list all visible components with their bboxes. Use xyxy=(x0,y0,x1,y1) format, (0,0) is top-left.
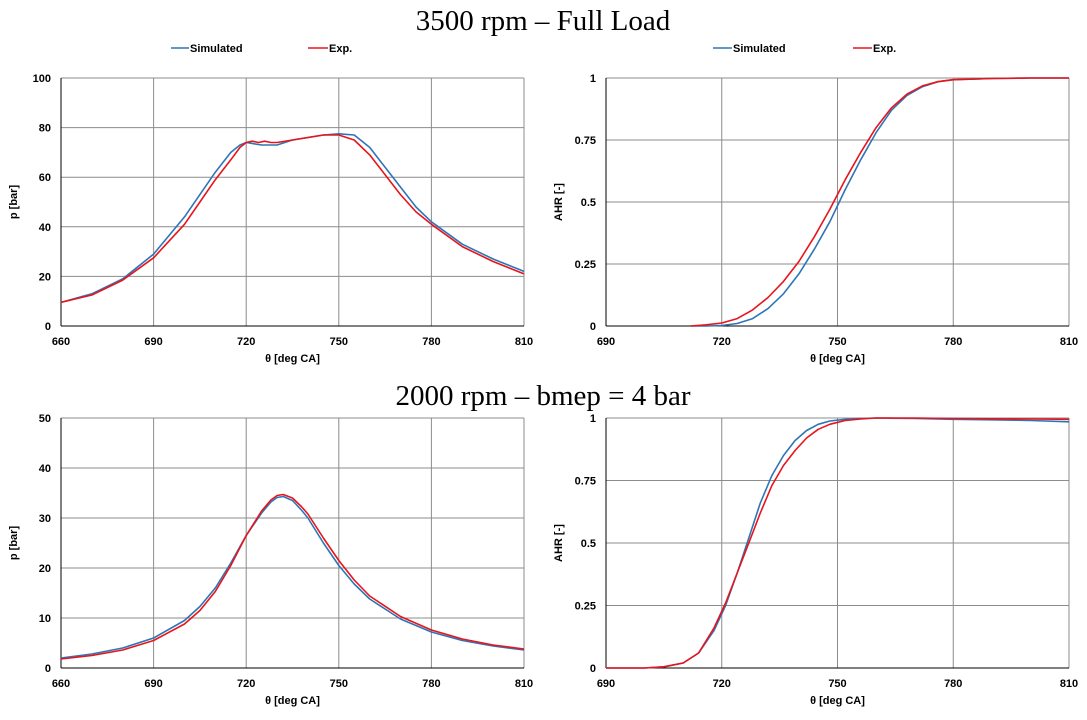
y-tick-label: 0 xyxy=(45,321,51,333)
x-tick-label: 780 xyxy=(944,678,962,690)
x-tick-label: 750 xyxy=(330,336,348,348)
x-axis-title: θ [deg CA] xyxy=(810,695,865,707)
y-tick-label: 60 xyxy=(39,172,51,184)
legend-right: Simulated Exp. xyxy=(713,43,896,55)
legend-label-simulated: Simulated xyxy=(733,43,786,55)
y-axis-title: p [bar] xyxy=(8,185,20,220)
y-axis-title: AHR [-] xyxy=(553,183,565,221)
x-axis-title: θ [deg CA] xyxy=(810,353,865,365)
series-line-exp xyxy=(606,417,1070,669)
x-tick-label: 810 xyxy=(1060,678,1078,690)
series-line-exp xyxy=(60,493,525,660)
chart-pressure-2000rpm: 0 10 20 30 40 50 660 690 720 750 780 810 θ [deg CA] p… xyxy=(8,413,533,707)
x-tick-label: 810 xyxy=(515,678,533,690)
x-axis-title: θ [deg CA] xyxy=(265,353,320,365)
x-tick-label: 780 xyxy=(422,678,440,690)
y-tick-label: 1 xyxy=(590,73,596,85)
y-tick-label: 100 xyxy=(33,73,51,85)
x-tick-label: 690 xyxy=(597,336,615,348)
y-tick-label: 50 xyxy=(39,413,51,425)
y-tick-label: 1 xyxy=(590,413,596,425)
y-tick-label: 0.75 xyxy=(575,476,596,488)
header-top: 3500 rpm – Full Load xyxy=(416,5,671,37)
y-tick-label: 0.75 xyxy=(575,135,596,147)
x-tick-label: 720 xyxy=(237,678,255,690)
x-tick-label: 660 xyxy=(52,336,70,348)
y-tick-label: 30 xyxy=(39,513,51,525)
chart-ahr-2000rpm: 0 0.25 0.5 0.75 1 690 720 750 780 810 θ [deg CA] AH… xyxy=(553,413,1078,707)
y-tick-label: 0 xyxy=(45,663,51,675)
series-line-exp xyxy=(60,134,525,304)
legend-label-exp: Exp. xyxy=(873,43,896,55)
x-axis-title: θ [deg CA] xyxy=(265,695,320,707)
y-tick-label: 0.5 xyxy=(581,538,596,550)
header-bottom: 2000 rpm – bmep = 4 bar xyxy=(395,380,690,412)
series-line-simulated xyxy=(60,133,525,304)
x-tick-label: 690 xyxy=(144,678,162,690)
y-axis-title: AHR [-] xyxy=(553,524,565,562)
y-tick-label: 0.25 xyxy=(575,259,596,271)
x-tick-label: 810 xyxy=(1060,336,1078,348)
x-tick-label: 690 xyxy=(144,336,162,348)
x-tick-label: 750 xyxy=(828,678,846,690)
x-tick-label: 750 xyxy=(828,336,846,348)
x-tick-label: 690 xyxy=(597,678,615,690)
x-tick-label: 720 xyxy=(237,336,255,348)
y-tick-label: 0.5 xyxy=(581,197,596,209)
legend-label-simulated: Simulated xyxy=(190,43,243,55)
y-tick-label: 0 xyxy=(590,663,596,675)
x-tick-label: 720 xyxy=(713,678,731,690)
x-tick-label: 660 xyxy=(52,678,70,690)
y-tick-label: 40 xyxy=(39,222,51,234)
y-tick-label: 0.25 xyxy=(575,601,596,613)
series-line-simulated xyxy=(60,495,525,659)
y-tick-label: 10 xyxy=(39,613,51,625)
x-tick-label: 720 xyxy=(713,336,731,348)
y-tick-label: 80 xyxy=(39,123,51,135)
x-tick-label: 780 xyxy=(944,336,962,348)
y-axis-title: p [bar] xyxy=(8,526,20,561)
legend-label-exp: Exp. xyxy=(329,43,352,55)
y-tick-label: 40 xyxy=(39,463,51,475)
y-tick-label: 0 xyxy=(590,321,596,333)
y-tick-label: 20 xyxy=(39,271,51,283)
legend-left: Simulated Exp. xyxy=(171,43,352,55)
x-tick-label: 780 xyxy=(422,336,440,348)
x-tick-label: 810 xyxy=(515,336,533,348)
chart-pressure-3500rpm: 0 20 40 60 80 100 660 690 720 750 780 810 θ [deg CA]… xyxy=(8,73,533,365)
x-tick-label: 750 xyxy=(330,678,348,690)
series-line-exp xyxy=(690,77,1069,327)
chart-ahr-3500rpm: 0 0.25 0.5 0.75 1 690 720 750 780 810 θ [deg CA] AH… xyxy=(553,73,1078,365)
y-tick-label: 20 xyxy=(39,563,51,575)
